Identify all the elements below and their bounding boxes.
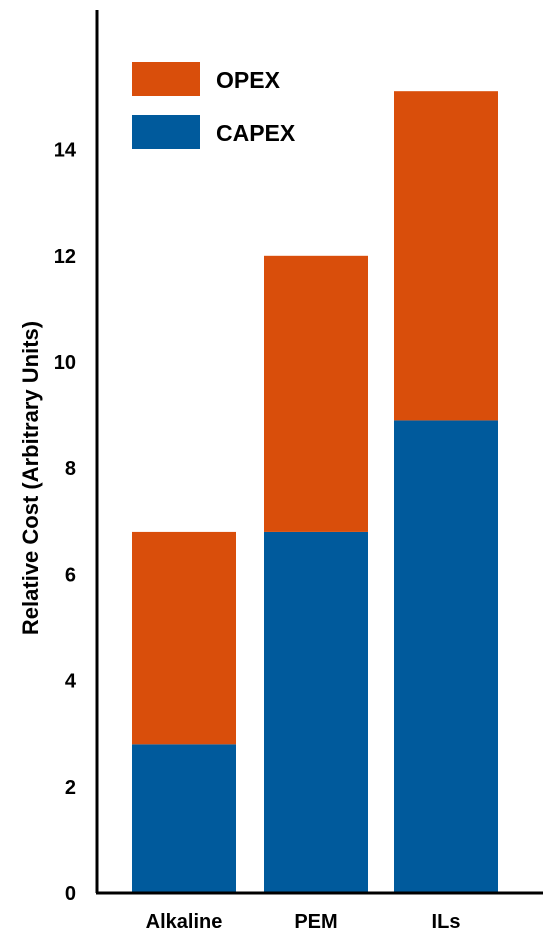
bar-opex-alkaline (132, 531, 236, 745)
bar-opex-pem (264, 255, 368, 532)
x-tick-label: Alkaline (146, 911, 223, 933)
x-axis-ticks: Alkaline PEM ILs (146, 911, 461, 933)
legend-label-capex: CAPEX (216, 120, 296, 146)
bar-opex-ils (394, 91, 498, 421)
bar-capex-ils (394, 420, 498, 893)
legend-swatch-opex (132, 62, 200, 96)
y-tick-label: 12 (54, 246, 76, 268)
legend: OPEX CAPEX (132, 62, 296, 149)
legend-label-opex: OPEX (216, 67, 281, 93)
y-tick-label: 10 (54, 352, 76, 374)
y-tick-label: 0 (65, 883, 76, 905)
bar-capex-alkaline (132, 744, 236, 893)
bar-capex-pem (264, 531, 368, 893)
x-tick-label: PEM (294, 911, 337, 933)
y-axis-ticks: 0 2 4 6 8 10 12 14 (54, 140, 77, 905)
y-tick-label: 14 (54, 140, 77, 162)
x-tick-label: ILs (432, 911, 461, 933)
y-tick-label: 8 (65, 458, 76, 480)
y-tick-label: 2 (65, 777, 76, 799)
legend-swatch-capex (132, 115, 200, 149)
y-tick-label: 6 (65, 564, 76, 586)
y-axis-label: Relative Cost (Arbitrary Units) (18, 321, 43, 635)
y-tick-label: 4 (65, 671, 77, 693)
bars-group (132, 91, 498, 893)
